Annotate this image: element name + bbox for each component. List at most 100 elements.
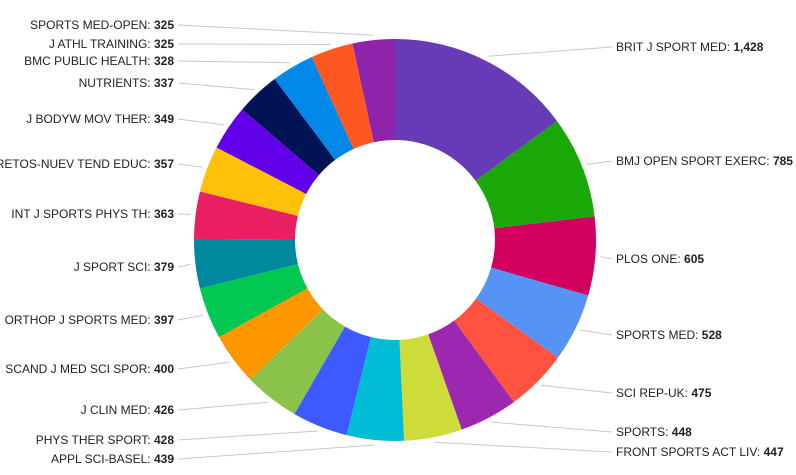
donut-slice-17[interactable]	[242, 79, 336, 176]
donut-slice-14[interactable]	[194, 191, 298, 240]
slice-label-name: J ATHL TRAINING:	[49, 37, 154, 51]
leader-line	[488, 46, 613, 57]
leader-line	[177, 401, 269, 411]
leader-line	[177, 263, 191, 268]
slice-label-value: 379	[154, 260, 174, 274]
slice-label-value: 328	[154, 54, 174, 68]
donut-slice-13[interactable]	[194, 238, 298, 289]
slice-label-name: PHYS THER SPORT:	[36, 433, 154, 447]
slice-label-name: RETOS-NUEV TEND EDUC:	[0, 157, 154, 171]
slice-label-name: FRONT SPORTS ACT LIV:	[616, 445, 764, 459]
slice-label-value: 325	[154, 37, 174, 51]
slice-label-name: ORTHOP J SPORTS MED:	[5, 313, 154, 327]
leader-line	[177, 430, 318, 441]
slice-label-value: 1,428	[733, 40, 763, 54]
donut-slice-2[interactable]	[475, 121, 595, 229]
slice-label-name: SCI REP-UK:	[616, 386, 691, 400]
slice-label-value: 785	[773, 154, 793, 168]
slice-label-name: BMJ OPEN SPORT EXERC:	[616, 154, 773, 168]
slice-label-name: SPORTS MED-OPEN:	[30, 18, 154, 32]
slice-label-name: J CLIN MED:	[81, 403, 154, 417]
donut-slice-5[interactable]	[454, 298, 558, 403]
slice-label-value: 397	[154, 313, 174, 327]
donut-slice-15[interactable]	[199, 147, 307, 216]
slice-label-name: PLOS ONE:	[616, 252, 684, 266]
leader-line	[586, 160, 613, 165]
donut-slice-20[interactable]	[352, 39, 395, 143]
slice-label-value: 363	[154, 207, 174, 221]
donut-slice-8[interactable]	[346, 337, 405, 442]
slice-label: SCI REP-UK: 475	[616, 386, 712, 400]
slice-labels: BRIT J SPORT MED: 1,428 BMJ OPEN SPORT EX…	[0, 18, 793, 466]
slice-label: ORTHOP J SPORTS MED: 397	[5, 313, 175, 327]
slice-label-value: 475	[691, 386, 711, 400]
slice-label: J ATHL TRAINING: 325	[49, 37, 174, 51]
leader-line	[177, 24, 374, 36]
leader-line	[580, 329, 613, 336]
slice-label-name: BRIT J SPORT MED:	[616, 40, 733, 54]
donut-slice-19[interactable]	[311, 43, 374, 149]
leader-line	[541, 384, 613, 394]
slice-label: J BODYW MOV THER: 349	[26, 112, 174, 126]
donut-slice-3[interactable]	[491, 216, 596, 296]
donut-slice-4[interactable]	[476, 267, 589, 358]
donut-slice-12[interactable]	[199, 264, 308, 338]
slice-label-name: NUTRIENTS:	[79, 76, 154, 90]
slice-label: RETOS-NUEV TEND EDUC: 357	[0, 157, 174, 171]
slice-label: INT J SPORTS PHYS TH: 363	[11, 207, 174, 221]
slice-label-name: SCAND J MED SCI SPOR:	[5, 362, 154, 376]
slice-label: NUTRIENTS: 337	[79, 76, 175, 90]
leader-line	[177, 60, 291, 64]
leader-line	[600, 256, 613, 260]
donut-slices	[194, 39, 596, 442]
leader-line	[434, 441, 613, 453]
donut-slice-1[interactable]	[395, 39, 558, 181]
slice-label-name: J SPORT SCI:	[74, 260, 154, 274]
leader-line	[177, 118, 225, 126]
slice-label: J SPORT SCI: 379	[74, 260, 175, 274]
leader-line	[177, 163, 203, 168]
slice-label: PHYS THER SPORT: 428	[36, 433, 175, 447]
slice-label-value: 337	[154, 76, 174, 90]
slice-label-value: 357	[154, 157, 174, 171]
slice-label-name: APPL SCI-BASEL:	[51, 452, 154, 466]
slice-label: SPORTS MED-OPEN: 325	[30, 18, 174, 32]
slice-label-value: 426	[154, 403, 174, 417]
slice-label-value: 325	[154, 18, 174, 32]
donut-slice-10[interactable]	[250, 309, 345, 414]
slice-label: BMC PUBLIC HEALTH: 328	[24, 54, 174, 68]
slice-label-value: 528	[702, 328, 722, 342]
donut-slice-18[interactable]	[274, 57, 354, 160]
slice-label: SCAND J MED SCI SPOR: 400	[5, 362, 174, 376]
slice-label: BRIT J SPORT MED: 1,428	[616, 40, 764, 54]
slice-label: FRONT SPORTS ACT LIV: 447	[616, 445, 784, 459]
slice-label: APPL SCI-BASEL: 439	[51, 452, 174, 466]
leader-line	[177, 361, 230, 370]
slice-label-name: BMC PUBLIC HEALTH:	[24, 54, 154, 68]
slice-label-value: 428	[154, 433, 174, 447]
slice-label: SPORTS MED: 528	[616, 328, 722, 342]
donut-slice-9[interactable]	[294, 326, 371, 436]
slice-label-name: SPORTS MED:	[616, 328, 702, 342]
donut-slice-16[interactable]	[216, 109, 319, 194]
leader-line	[177, 444, 375, 460]
donut-slice-7[interactable]	[399, 334, 462, 441]
slice-label-value: 349	[154, 112, 174, 126]
slice-label-name: INT J SPORTS PHYS TH:	[11, 207, 154, 221]
slice-label: BMJ OPEN SPORT EXERC: 785	[616, 154, 793, 168]
slice-label: SPORTS: 448	[616, 425, 692, 439]
leader-lines	[177, 24, 613, 460]
slice-label-value: 400	[154, 362, 174, 376]
slice-label-name: SPORTS:	[616, 425, 672, 439]
slice-label-name: J BODYW MOV THER:	[26, 112, 154, 126]
slice-label-value: 605	[684, 252, 704, 266]
donut-slice-6[interactable]	[428, 320, 514, 430]
slice-label-value: 448	[672, 425, 692, 439]
slice-label: J CLIN MED: 426	[81, 403, 175, 417]
leader-line	[177, 82, 255, 91]
leader-line	[491, 421, 613, 433]
slice-label: PLOS ONE: 605	[616, 252, 704, 266]
slice-label-value: 447	[764, 445, 784, 459]
donut-slice-11[interactable]	[219, 288, 323, 380]
